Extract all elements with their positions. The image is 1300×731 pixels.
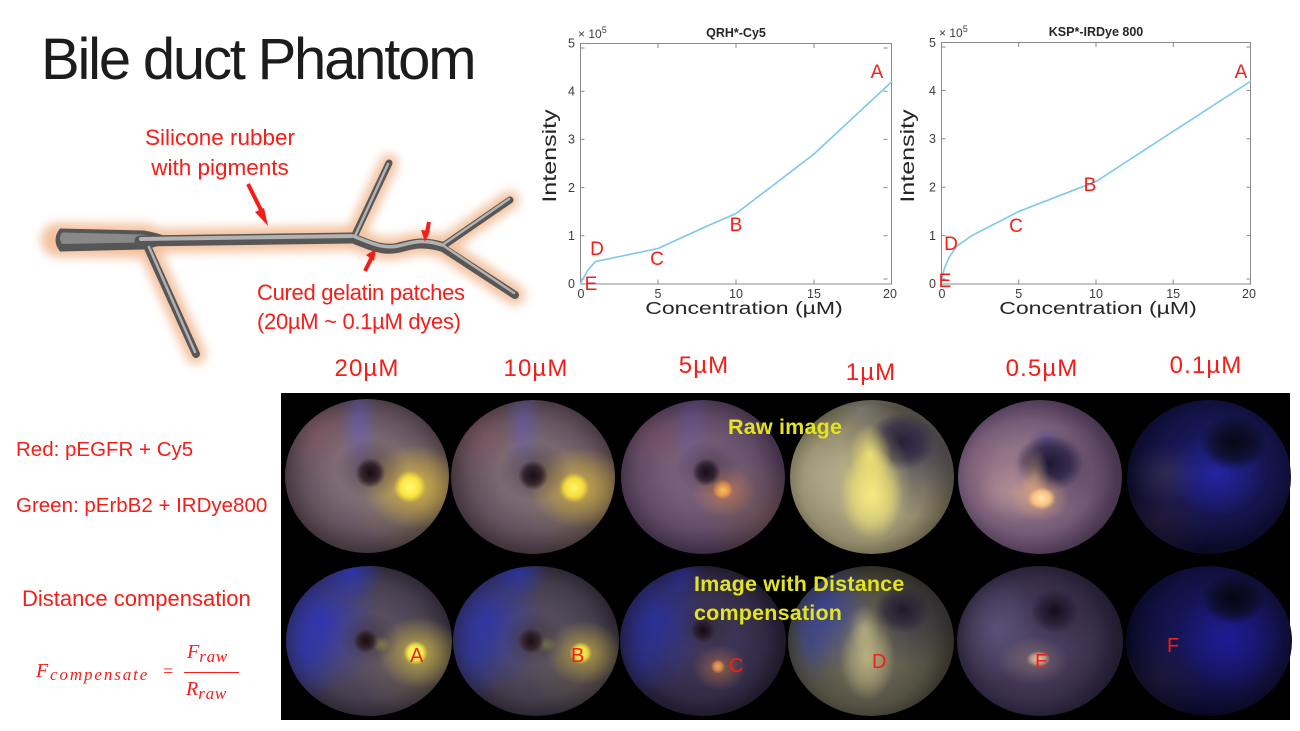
- svg-text:QRH*-Cy5: QRH*-Cy5: [706, 26, 766, 40]
- svg-text:5: 5: [929, 36, 936, 50]
- svg-text:3: 3: [929, 132, 936, 146]
- svg-text:10: 10: [1089, 287, 1103, 301]
- svg-text:5: 5: [568, 37, 575, 51]
- svg-text:A: A: [1235, 62, 1248, 83]
- svg-text:D: D: [944, 234, 958, 255]
- svg-text:B: B: [730, 215, 743, 236]
- svg-text:4: 4: [568, 85, 575, 99]
- svg-text:A: A: [871, 62, 884, 83]
- svg-text:15: 15: [1166, 287, 1180, 301]
- svg-text:E: E: [585, 274, 598, 295]
- svg-text:20: 20: [1242, 287, 1256, 301]
- svg-text:× 105: × 105: [939, 24, 968, 40]
- svg-text:15: 15: [807, 287, 821, 301]
- svg-text:Intensity: Intensity: [539, 108, 560, 202]
- svg-text:4: 4: [929, 84, 936, 98]
- svg-text:0: 0: [939, 287, 946, 301]
- svg-text:× 105: × 105: [578, 25, 607, 41]
- svg-text:D: D: [590, 239, 604, 260]
- svg-text:1: 1: [568, 229, 575, 243]
- svg-text:C: C: [650, 249, 664, 270]
- svg-text:Concentration (µM): Concentration (µM): [645, 298, 842, 318]
- svg-text:C: C: [1009, 216, 1023, 237]
- svg-text:2: 2: [929, 181, 936, 195]
- svg-text:KSP*-IRDye 800: KSP*-IRDye 800: [1049, 25, 1144, 39]
- svg-text:20: 20: [883, 287, 897, 301]
- svg-text:Concentration (µM): Concentration (µM): [999, 298, 1196, 318]
- svg-text:1: 1: [929, 229, 936, 243]
- svg-text:5: 5: [655, 287, 662, 301]
- svg-text:E: E: [939, 271, 952, 292]
- svg-text:10: 10: [729, 287, 743, 301]
- svg-text:3: 3: [568, 133, 575, 147]
- svg-text:0: 0: [578, 287, 585, 301]
- svg-text:B: B: [1084, 175, 1097, 196]
- svg-text:Intensity: Intensity: [897, 108, 918, 202]
- svg-text:0: 0: [568, 277, 575, 291]
- svg-text:0: 0: [929, 277, 936, 291]
- svg-text:2: 2: [568, 181, 575, 195]
- svg-text:5: 5: [1015, 287, 1022, 301]
